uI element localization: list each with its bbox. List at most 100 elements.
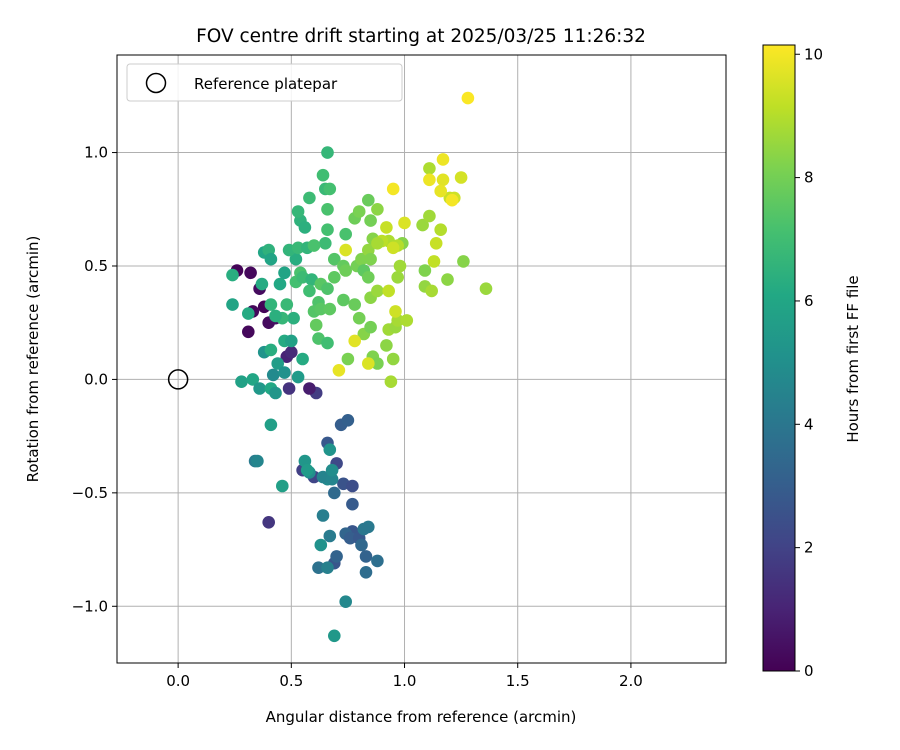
scatter-point: [289, 252, 303, 266]
colorbar-gradient: [762, 44, 796, 672]
scatter-point: [364, 214, 377, 227]
scatter-point: [323, 302, 337, 316]
scatter-point: [242, 307, 255, 320]
scatter-point: [325, 472, 339, 486]
scatter-point: [226, 268, 239, 282]
scatter-point: [339, 227, 353, 241]
colorbar-tick-label: 8: [804, 169, 814, 187]
scatter-point: [323, 529, 337, 543]
x-tick-label: 0.5: [279, 672, 303, 690]
scatter-point: [400, 314, 414, 327]
scatter-point: [314, 302, 328, 316]
scatter-point: [429, 237, 443, 250]
scatter-point: [276, 479, 289, 493]
scatter-point: [434, 184, 448, 198]
scatter-point: [423, 209, 436, 223]
colorbar: 0 2 4 6 8 10 Hours from first FF file: [762, 44, 862, 680]
scatter-point: [244, 266, 257, 280]
scatter-point: [359, 550, 373, 563]
scatter-point: [441, 273, 454, 286]
colorbar-tick-label: 0: [804, 662, 814, 680]
scatter-point: [346, 479, 359, 493]
scatter-point: [339, 243, 353, 257]
scatter-point: [436, 173, 450, 187]
scatter-point: [328, 486, 341, 500]
scatter-point: [307, 239, 321, 252]
colorbar-tick-label: 4: [804, 415, 814, 433]
legend-box: [126, 63, 403, 102]
scatter-point: [262, 516, 276, 529]
scatter-point: [282, 382, 296, 395]
scatter-point: [291, 241, 305, 255]
scatter-point: [386, 241, 400, 255]
scatter-point: [319, 237, 332, 250]
scatter-point: [386, 182, 400, 196]
scatter-point: [362, 357, 375, 370]
y-tick-label: −0.5: [72, 484, 108, 502]
scatter-point: [352, 311, 366, 325]
scatter-point: [359, 566, 373, 579]
scatter-point: [445, 193, 459, 207]
colorbar-tick-label: 6: [804, 292, 814, 310]
scatter-point: [285, 345, 298, 359]
scatter-point: [454, 171, 468, 184]
scatter-point: [425, 284, 439, 298]
scatter-point: [291, 205, 305, 218]
legend-label: Reference platepar: [194, 75, 338, 93]
scatter-point: [355, 252, 368, 266]
scatter-point: [321, 336, 334, 350]
axis-ticks: 0.0 0.5 1.0 1.5 2.0 −1.0 −0.5 0.0 0.5 1.0: [72, 144, 643, 690]
scatter-point: [271, 357, 285, 370]
scatter-point: [337, 293, 350, 307]
scatter-point: [384, 375, 398, 389]
scatter-point: [343, 531, 357, 545]
scatter-point: [341, 352, 355, 366]
y-tick-label: 1.0: [84, 144, 108, 162]
colorbar-label: Hours from first FF file: [844, 275, 862, 442]
scatter-point: [418, 264, 432, 277]
scatter-point: [423, 162, 436, 175]
scatter-point: [423, 173, 436, 187]
legend: Reference platepar: [126, 63, 403, 102]
reference-marker-layer: [167, 369, 189, 390]
scatter-point: [273, 277, 287, 291]
scatter-point: [278, 366, 291, 379]
x-tick-label: 1.5: [506, 672, 530, 690]
scatter-point: [380, 339, 393, 352]
scatter-point: [321, 223, 334, 236]
scatter-point: [264, 298, 278, 311]
scatter-point: [291, 370, 305, 384]
scatter-point: [398, 216, 411, 230]
y-tick-label: 0.5: [84, 257, 108, 275]
scatter-point: [362, 193, 375, 207]
reference-platepar-marker: [167, 369, 189, 390]
scatter-point: [321, 282, 334, 296]
scatter-point: [226, 298, 239, 311]
scatter-point: [312, 561, 325, 574]
scatter-point: [264, 343, 278, 357]
x-tick-label: 2.0: [619, 672, 643, 690]
scatter-point: [371, 203, 384, 216]
scatter-point: [434, 223, 448, 236]
scatter-point: [364, 320, 377, 334]
plot-frame: [116, 54, 727, 664]
scatter-point: [321, 561, 334, 574]
scatter-point: [246, 373, 260, 386]
colorbar-tick-label: 10: [804, 45, 823, 63]
scatter-point: [321, 203, 334, 216]
x-tick-label: 1.0: [393, 672, 417, 690]
scatter-point: [278, 266, 291, 280]
scatter-point: [323, 182, 337, 196]
colorbar-ticks: 0 2 4 6 8 10: [795, 45, 823, 680]
scatter-point: [332, 364, 346, 377]
scatter-point: [386, 352, 400, 366]
scatter-point: [330, 550, 343, 563]
y-tick-label: −1.0: [72, 597, 108, 615]
scatter-point: [457, 255, 470, 268]
scatter-point: [352, 205, 366, 218]
scatter-point: [251, 454, 264, 468]
scatter-point: [371, 237, 384, 250]
data-points: [226, 91, 493, 643]
scatter-point: [341, 414, 355, 427]
